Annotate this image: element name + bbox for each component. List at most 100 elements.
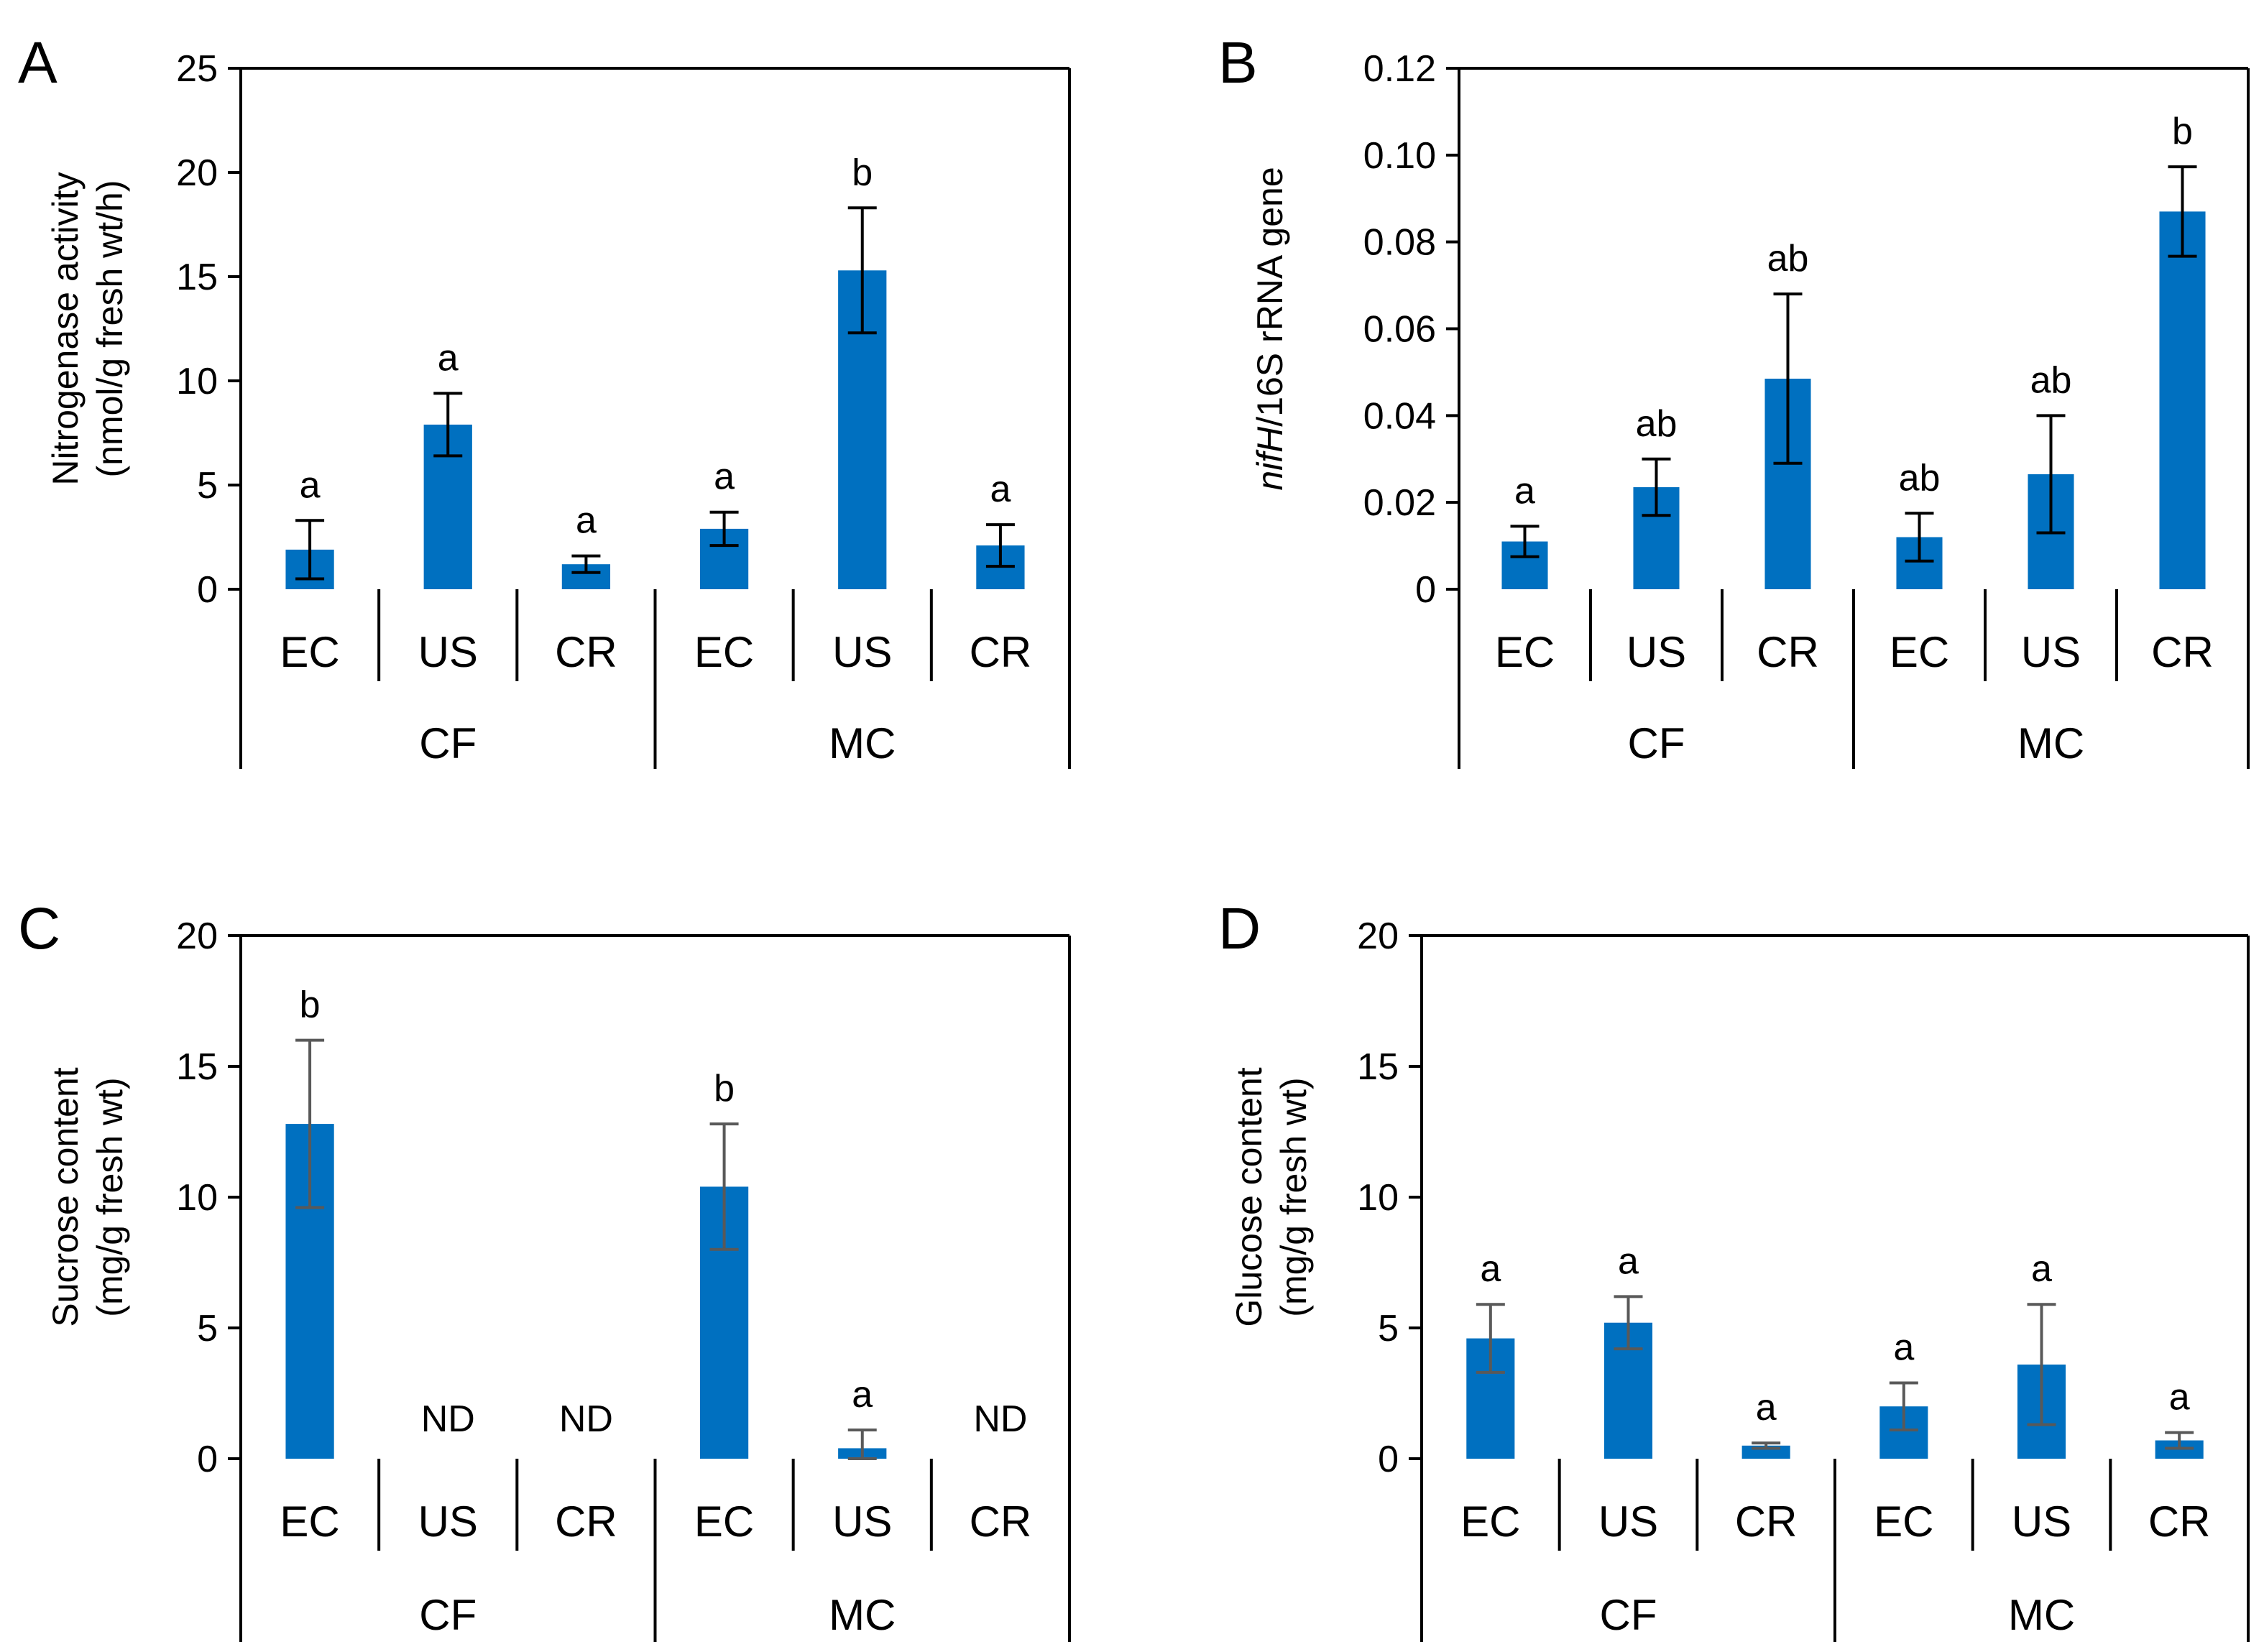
y-axis-label-rest: /16S rRNA gene	[1250, 167, 1290, 426]
significance-label: b	[852, 152, 873, 193]
significance-label: ab	[1767, 238, 1809, 280]
y-tick-label: 0	[1415, 569, 1436, 611]
y-tick-label: 10	[1357, 1177, 1399, 1219]
panel-letter: D	[1218, 896, 1261, 961]
category-label: US	[832, 1498, 892, 1546]
category-label: CR	[970, 1498, 1032, 1546]
y-tick-label: 20	[176, 152, 218, 194]
y-tick-label: 5	[197, 1308, 218, 1349]
y-tick-label: 0.02	[1363, 482, 1436, 524]
significance-label: ab	[1899, 457, 1941, 499]
y-axis-label-line: Glucose content	[1229, 1067, 1269, 1326]
y-tick-label: 0.04	[1363, 395, 1436, 437]
chart-panel-a: A 0 5 10 15 20 25 Nitrogenase activity (nmol/g f…	[18, 30, 1071, 769]
significance-label: ND	[421, 1398, 475, 1440]
category-label: CR	[555, 628, 617, 676]
group-label: MC	[829, 1591, 896, 1639]
y-tick-label: 25	[176, 48, 218, 90]
significance-label: ND	[973, 1398, 1027, 1440]
significance-label: a	[1756, 1387, 1777, 1429]
y-tick-label: 20	[1357, 915, 1399, 957]
significance-label: a	[1480, 1248, 1501, 1290]
panel-letter: B	[1218, 30, 1258, 96]
y-axis-label-line: (mg/g fresh wt)	[90, 1077, 130, 1316]
group-label: CF	[1600, 1591, 1657, 1639]
group-label: MC	[829, 719, 896, 767]
y-tick-label: 20	[176, 915, 218, 957]
group-label: CF	[419, 719, 477, 767]
category-label: US	[2021, 628, 2081, 676]
y-axis-label: Glucose content (mg/g fresh wt)	[1229, 1067, 1314, 1326]
y-tick-label: 5	[1378, 1308, 1399, 1349]
category-label: US	[2012, 1498, 2071, 1546]
significance-label: a	[2169, 1377, 2190, 1418]
y-tick-label: 0	[197, 569, 218, 611]
category-label: EC	[280, 1498, 339, 1546]
significance-label: a	[300, 464, 321, 506]
category-label: US	[1626, 628, 1686, 676]
chart-panel-b: B 0 0.02 0.04 0.06 0.08 0.10 0.12 nifH/16S rRNA …	[1218, 30, 2250, 769]
category-label: EC	[1890, 628, 1949, 676]
significance-label: a	[1893, 1326, 1914, 1368]
panel-letter: A	[18, 30, 57, 96]
significance-label: a	[852, 1374, 873, 1416]
category-label: CR	[1735, 1498, 1798, 1546]
y-axis-label: Sucrose content (mg/g fresh wt)	[45, 1067, 130, 1326]
group-label: CF	[419, 1591, 477, 1639]
significance-label: b	[300, 984, 321, 1026]
y-tick-label: 0.12	[1363, 48, 1436, 90]
significance-label: ND	[559, 1398, 613, 1440]
significance-label: a	[1514, 470, 1535, 512]
category-label: EC	[1460, 1498, 1520, 1546]
category-label: CR	[970, 628, 1032, 676]
panel-letter: C	[18, 896, 60, 961]
category-label: US	[418, 628, 478, 676]
significance-label: ab	[2030, 359, 2072, 401]
significance-label: b	[2172, 111, 2193, 152]
category-label: US	[418, 1498, 478, 1546]
significance-label: a	[714, 456, 735, 498]
y-tick-label: 15	[1357, 1046, 1399, 1088]
category-label: CR	[2151, 628, 2214, 676]
category-label: EC	[1874, 1498, 1933, 1546]
group-label: MC	[2017, 719, 2084, 767]
significance-label: a	[990, 469, 1011, 510]
category-label: CR	[555, 1498, 617, 1546]
significance-label: a	[1618, 1240, 1639, 1282]
y-axis-label-line: (nmol/g fresh wt/h)	[90, 180, 130, 477]
y-tick-label: 15	[176, 257, 218, 298]
category-label: US	[832, 628, 892, 676]
category-label: US	[1598, 1498, 1658, 1546]
y-tick-label: 15	[176, 1046, 218, 1088]
y-tick-label: 0.06	[1363, 309, 1436, 351]
y-axis-label: nifH/16S rRNA gene	[1250, 167, 1290, 490]
y-tick-label: 0.10	[1363, 135, 1436, 177]
category-label: CR	[1757, 628, 1819, 676]
y-tick-label: 0.08	[1363, 222, 1436, 264]
significance-label: ab	[1636, 403, 1678, 445]
significance-label: b	[714, 1068, 735, 1109]
y-axis-label-line: Nitrogenase activity	[45, 172, 86, 485]
category-label: EC	[694, 1498, 754, 1546]
category-label: EC	[280, 628, 339, 676]
y-tick-label: 10	[176, 361, 218, 402]
group-label: MC	[2008, 1591, 2075, 1639]
y-axis-label-italic: nifH	[1250, 426, 1290, 491]
significance-label: a	[438, 337, 459, 379]
category-label: EC	[1495, 628, 1555, 676]
y-axis-label-line: Sucrose content	[45, 1067, 86, 1326]
bar	[2159, 211, 2206, 589]
group-label: CF	[1628, 719, 1685, 767]
category-label: CR	[2148, 1498, 2211, 1546]
category-label: EC	[694, 628, 754, 676]
chart-panel-d: D 0 5 10 15 20 Glucose content (mg/g fresh wt) a…	[1218, 896, 2250, 1642]
y-tick-label: 0	[1378, 1439, 1399, 1480]
y-tick-label: 10	[176, 1177, 218, 1219]
y-axis-label-line: (mg/g fresh wt)	[1274, 1077, 1314, 1316]
significance-label: a	[2031, 1248, 2052, 1290]
y-tick-label: 0	[197, 1439, 218, 1480]
y-tick-label: 5	[197, 465, 218, 507]
chart-panel-c: C 0 5 10 15 20 Sucrose content (mg/g fresh wt) b…	[18, 896, 1071, 1642]
y-axis-label: Nitrogenase activity (nmol/g fresh wt/h)	[45, 172, 130, 485]
